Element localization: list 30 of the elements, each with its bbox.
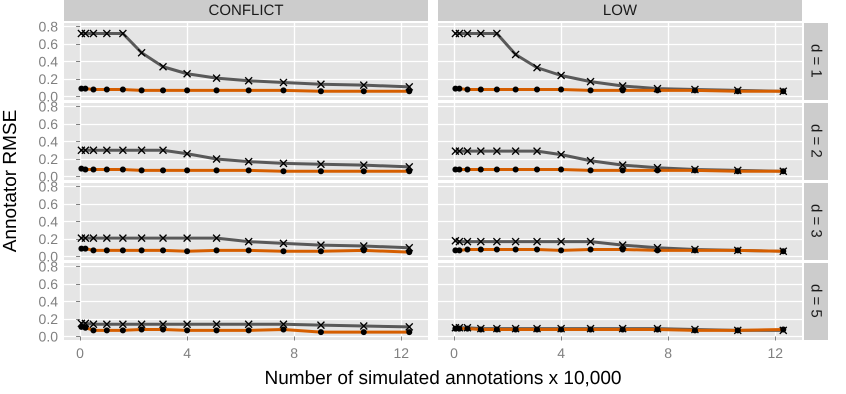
- y-tick-label: 0.2: [38, 70, 58, 86]
- chart-title: CONFLICT: [64, 0, 428, 20]
- y-tick-label: 0.4: [38, 53, 58, 69]
- y-tick-label: 0.8: [38, 18, 58, 34]
- y-tick-label: 0.2: [38, 150, 58, 166]
- x-axis-title: Number of simulated annotations x 10,000: [264, 368, 622, 390]
- x-tick-label: 4: [183, 344, 192, 360]
- x-tick-label: 0: [450, 344, 458, 360]
- x-tick-label: 0: [76, 344, 84, 360]
- y-axis-title: Annotator RMSE: [0, 110, 22, 252]
- y-tick-label: 0.0: [38, 328, 58, 344]
- x-tick-label: 4: [557, 344, 566, 360]
- y-tick-label: 0.6: [38, 36, 58, 52]
- text: d = 1: [808, 44, 824, 78]
- y-tick-label: 0.4: [38, 213, 58, 229]
- y-tick-label: 0.2: [38, 310, 58, 326]
- y-tick-label: 0.4: [38, 293, 58, 309]
- y-tick-label: 0.6: [38, 276, 58, 292]
- text: d = 3: [808, 204, 824, 238]
- chart-title: LOW: [438, 0, 802, 20]
- x-tick-label: 12: [393, 344, 410, 360]
- y-tick-label: 0.6: [38, 116, 58, 132]
- text: d = 5: [808, 284, 824, 318]
- y-tick-label: 0.4: [38, 133, 58, 149]
- text: d = 2: [808, 124, 824, 158]
- x-tick-label: 12: [767, 344, 784, 360]
- x-tick-label: 8: [290, 344, 298, 360]
- x-tick-label: 8: [664, 344, 672, 360]
- y-tick-label: 0.2: [38, 230, 58, 246]
- y-tick-label: 0.6: [38, 196, 58, 212]
